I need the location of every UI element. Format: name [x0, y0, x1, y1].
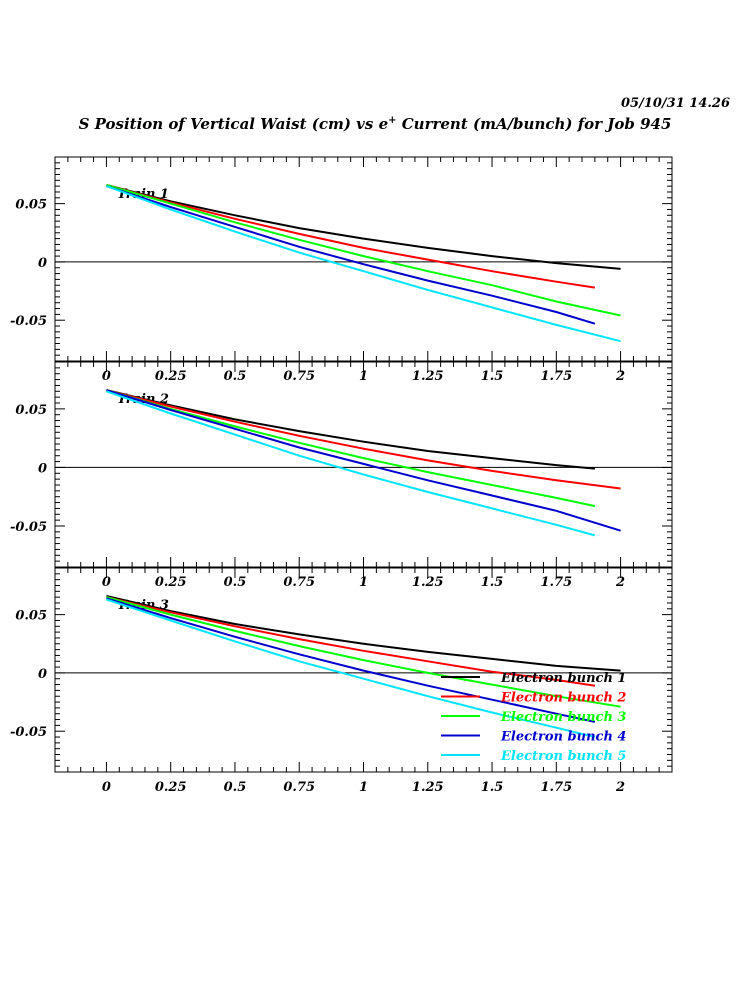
y-tick-label: 0.05 [15, 609, 47, 624]
chart-title-superscript: + [388, 115, 397, 126]
y-tick-label: -0.05 [10, 520, 47, 535]
x-tick-label: 0.25 [155, 369, 187, 384]
y-tick-label: -0.05 [10, 725, 47, 740]
series-line-2 [106, 184, 596, 289]
x-tick-label: 1.5 [481, 780, 504, 795]
x-tick-label: 1.25 [412, 575, 444, 590]
x-tick-label: 0.75 [283, 369, 315, 384]
x-tick-label: 0.25 [155, 575, 187, 590]
series-line-2 [106, 596, 596, 687]
x-tick-label: 0.75 [283, 780, 315, 795]
chart-title-rest: Current (mA/bunch) for Job 945 [396, 115, 672, 133]
legend-label: Electron bunch 2 [500, 691, 626, 706]
series-line-4 [106, 185, 596, 325]
chart-title: S Position of Vertical Waist (cm) vs e+ … [0, 115, 750, 133]
y-tick-label: 0 [38, 461, 47, 476]
y-tick-label: 0 [38, 667, 47, 682]
y-tick-label: 0.05 [15, 198, 47, 213]
x-tick-label: 0 [102, 369, 111, 384]
series-line-4 [106, 597, 596, 723]
series-line-3 [106, 389, 596, 508]
chart-panel-3: 0 0.25 0.5 0.75 1 1.25 1.5 1.75 20.050-0.05Train… [10, 567, 673, 795]
x-tick-label: 0.5 [224, 780, 247, 795]
series-line-3 [106, 596, 621, 708]
y-tick-label: 0 [38, 256, 47, 271]
x-tick-label: 0.75 [283, 575, 315, 590]
x-tick-label: 1.5 [481, 369, 504, 384]
series-line-2 [106, 389, 621, 490]
x-tick-label: 0.25 [155, 780, 187, 795]
x-tick-label: 1.75 [540, 369, 572, 384]
y-tick-label: 0.05 [15, 403, 47, 418]
legend-label: Electron bunch 4 [500, 730, 626, 745]
chart-title-main: S Position of Vertical Waist (cm) vs e [78, 115, 389, 133]
timestamp: 05/10/31 14.26 [620, 96, 730, 111]
x-tick-label: 0.5 [224, 369, 247, 384]
x-tick-label: 0 [102, 780, 111, 795]
series-line-1 [106, 184, 621, 270]
series-line-4 [106, 389, 621, 532]
chart-panel-1: 0 0.25 0.5 0.75 1 1.25 1.5 1.75 20.050-0.05Train… [10, 156, 673, 384]
x-tick-label: 2 [615, 575, 625, 590]
x-tick-label: 1.75 [540, 575, 572, 590]
x-tick-label: 1.25 [412, 369, 444, 384]
series-line-5 [106, 185, 621, 343]
series-line-3 [106, 184, 621, 317]
x-tick-label: 1.5 [481, 575, 504, 590]
x-tick-label: 2 [615, 780, 625, 795]
x-tick-label: 0.5 [224, 575, 247, 590]
x-tick-label: 0 [102, 575, 111, 590]
series-line-5 [106, 390, 596, 537]
x-tick-label: 1 [359, 780, 368, 795]
series-line-1 [106, 389, 595, 470]
x-tick-label: 1 [359, 369, 368, 384]
x-tick-label: 1.25 [412, 780, 444, 795]
series-line-5 [106, 598, 596, 738]
series-line-1 [106, 595, 621, 672]
x-tick-label: 2 [615, 369, 625, 384]
legend-label: Electron bunch 1 [500, 671, 626, 686]
x-tick-label: 1 [359, 575, 368, 590]
y-tick-label: -0.05 [10, 314, 47, 329]
chart-panel-2: 0 0.25 0.5 0.75 1 1.25 1.5 1.75 20.050-0.05Train… [10, 361, 673, 590]
legend-label: Electron bunch 5 [500, 749, 626, 764]
x-tick-label: 1.75 [540, 780, 572, 795]
legend-label: Electron bunch 3 [500, 710, 626, 725]
